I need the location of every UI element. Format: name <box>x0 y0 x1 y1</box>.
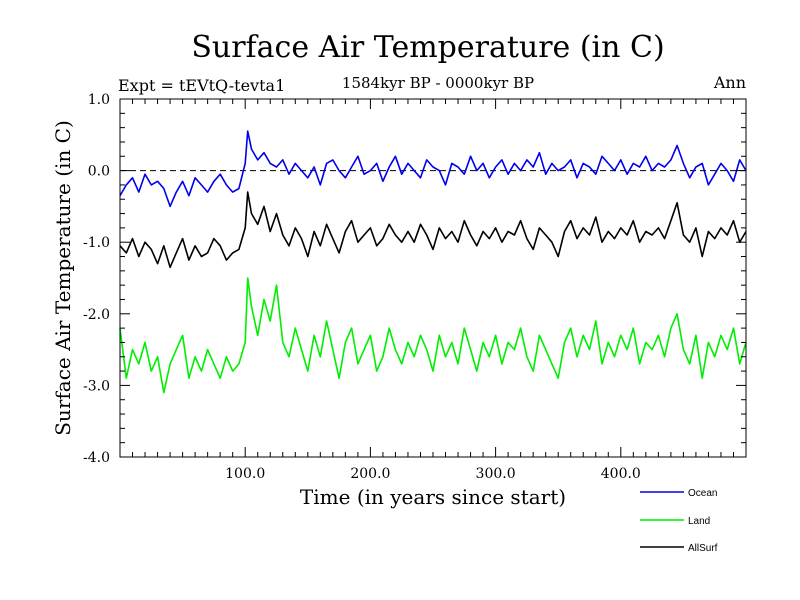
ticks-layer: 100.0 200.0 300.0 400.0 1.0 0.0 -1.0 -2.0 -3.0 -4… <box>83 92 746 482</box>
legend: Ocean Land AllSurf <box>640 488 718 554</box>
y-tick-label: -1.0 <box>83 235 110 251</box>
time-range-subtitle: 1584kyr BP - 0000kyr BP <box>342 74 534 92</box>
series-layer <box>119 130 747 394</box>
x-tick-label: 400.0 <box>601 466 641 482</box>
legend-label-allsurf: AllSurf <box>688 543 718 554</box>
y-tick-label: -2.0 <box>83 307 110 323</box>
y-tick-label: -4.0 <box>83 450 110 466</box>
x-tick-label: 200.0 <box>350 466 390 482</box>
chart-title: Surface Air Temperature (in C) <box>191 30 664 65</box>
legend-label-land: Land <box>688 516 710 527</box>
x-tick-label: 300.0 <box>476 466 516 482</box>
y-tick-label: 1.0 <box>88 92 110 108</box>
series-line-ocean <box>119 130 747 208</box>
y-tick-label: -3.0 <box>83 378 110 394</box>
x-axis-title: Time (in years since start) <box>300 485 566 509</box>
series-line-land <box>119 277 747 394</box>
experiment-label: Expt = tEVtQ-tevta1 <box>118 76 285 95</box>
x-tick-label: 100.0 <box>225 466 265 482</box>
series-line-allsurf <box>119 191 747 269</box>
legend-label-ocean: Ocean <box>688 488 717 499</box>
season-label: Ann <box>713 73 746 92</box>
y-axis-title: Surface Air Temperature (in C) <box>51 120 75 436</box>
plot-frame <box>119 98 747 458</box>
y-tick-label: 0.0 <box>88 164 110 180</box>
